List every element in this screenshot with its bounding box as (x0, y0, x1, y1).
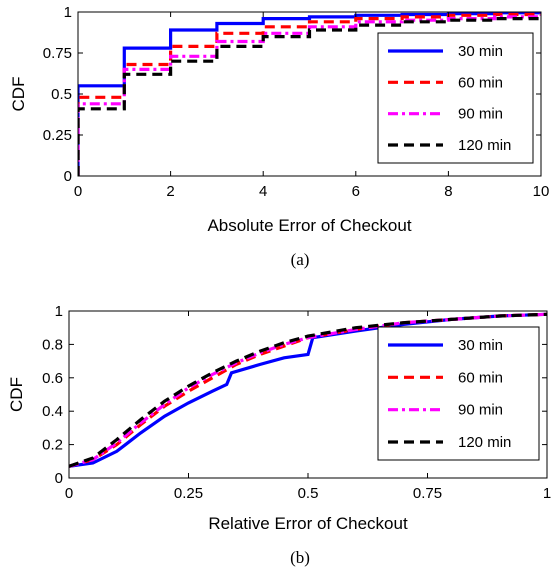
y-tick-label: 1 (55, 303, 63, 320)
y-tick-label: 0.4 (42, 403, 63, 420)
x-tick-label: 1 (543, 485, 551, 502)
legend-label-120-min: 120 min (458, 434, 511, 451)
legend-label-90-min: 90 min (458, 106, 503, 123)
x-tick-label: 10 (533, 183, 550, 200)
legend-label-60-min: 60 min (458, 369, 503, 386)
x-tick-label: 0 (65, 485, 73, 502)
y-axis-label: CDF (7, 377, 26, 412)
x-tick-label: 0.25 (174, 485, 203, 502)
legend-label-30-min: 30 min (458, 337, 503, 354)
series-line-120-min (69, 312, 547, 468)
chart-1: 0 0.25 0.5 0.75 1 0 0.2 0.4 0.6 0.8 1 Relative Erro… (7, 303, 551, 567)
x-tick-label: 4 (259, 183, 267, 200)
series-line-120-min (78, 16, 541, 176)
x-tick-label: 6 (352, 183, 360, 200)
series-line-30-min (78, 12, 541, 176)
legend-label-120-min: 120 min (458, 137, 511, 154)
legend: 30 min 60 min 90 min 120 min (377, 32, 534, 164)
chart-0: 0 2 4 6 8 10 0 0.25 0.5 0.75 1 Absolute Error of Ch… (9, 4, 549, 269)
legend-box (377, 326, 540, 461)
x-tick-label: 0.75 (413, 485, 442, 502)
legend-label-90-min: 90 min (458, 402, 503, 419)
x-tick-label: 8 (444, 183, 452, 200)
y-tick-label: 0.75 (43, 45, 72, 62)
y-tick-label: 0.2 (42, 437, 63, 454)
x-tick-label: 0.5 (298, 485, 319, 502)
y-tick-label: 0.6 (42, 370, 63, 387)
legend-label-60-min: 60 min (458, 74, 503, 91)
y-axis-label: CDF (9, 77, 28, 112)
series-line-60-min (78, 12, 541, 176)
chart-caption: (b) (290, 548, 310, 567)
y-tick-label: 1 (64, 4, 72, 21)
x-axis-label: Absolute Error of Checkout (207, 216, 411, 235)
y-tick-label: 0 (64, 168, 72, 185)
x-tick-label: 0 (74, 183, 82, 200)
chart-caption: (a) (291, 250, 310, 269)
y-tick-label: 0.5 (51, 86, 72, 103)
legend: 30 min 60 min 90 min 120 min (377, 326, 540, 461)
legend-box (377, 32, 534, 164)
y-tick-label: 0 (55, 470, 63, 487)
x-tick-label: 2 (166, 183, 174, 200)
x-axis-label: Relative Error of Checkout (208, 514, 408, 533)
legend-label-30-min: 30 min (458, 43, 503, 60)
y-tick-label: 0.8 (42, 336, 63, 353)
y-tick-label: 0.25 (43, 127, 72, 144)
